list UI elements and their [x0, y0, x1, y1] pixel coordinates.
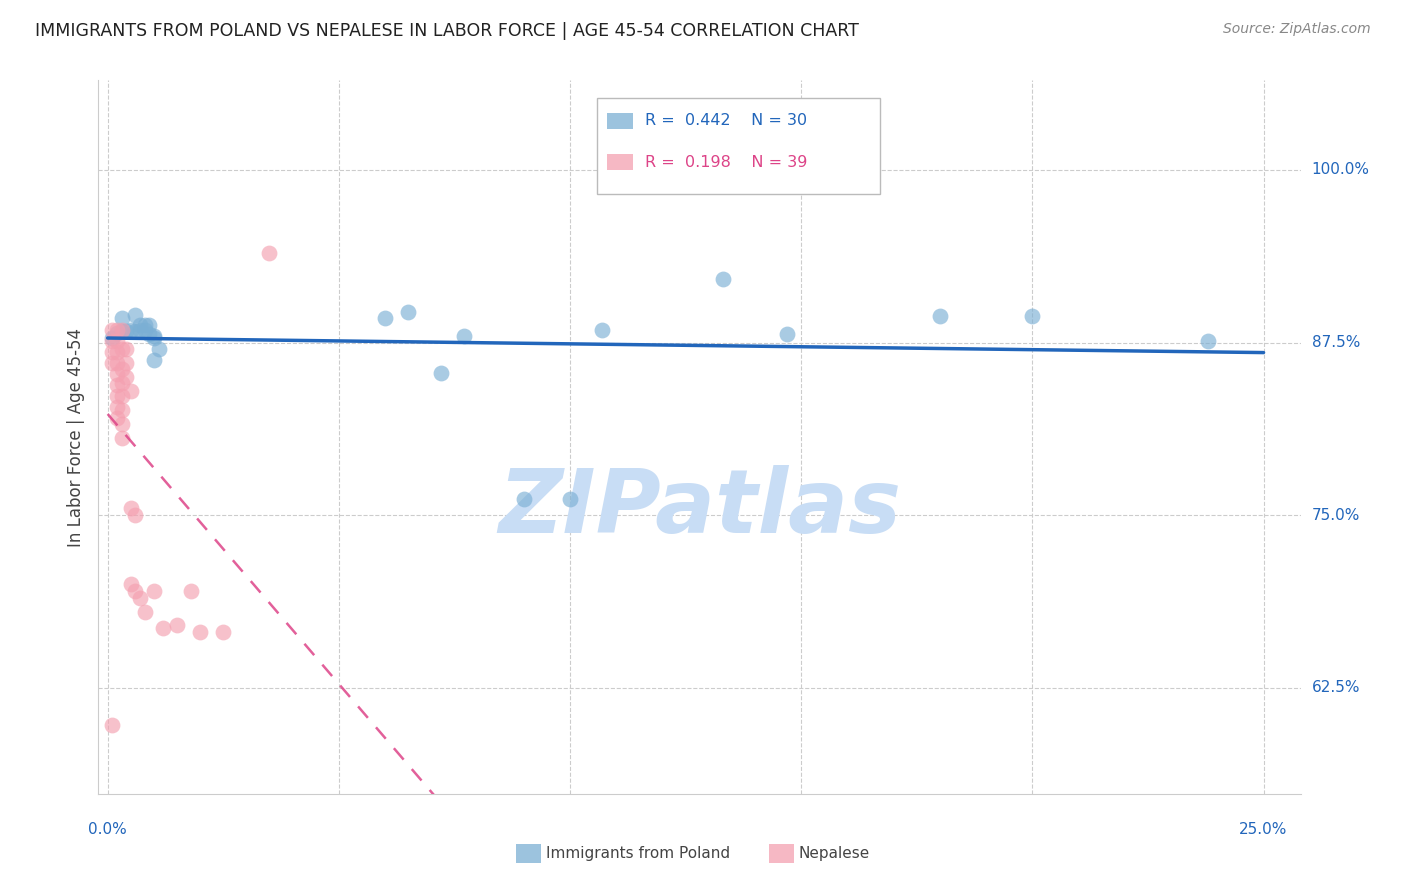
Point: [776, 327, 799, 342]
Text: 62.5%: 62.5%: [1312, 680, 1360, 695]
Point: [124, 308, 146, 322]
Point: [188, 625, 211, 640]
Point: [453, 328, 475, 343]
Text: Immigrants from Poland: Immigrants from Poland: [546, 847, 730, 861]
Point: [711, 272, 734, 286]
Point: [115, 356, 138, 370]
Point: [558, 491, 581, 506]
Text: 25.0%: 25.0%: [1239, 822, 1288, 837]
Point: [101, 345, 124, 359]
Point: [120, 577, 142, 591]
Point: [105, 411, 128, 425]
Point: [212, 625, 235, 640]
Point: [115, 343, 138, 357]
Point: [134, 318, 156, 332]
Point: [166, 618, 188, 632]
Point: [591, 323, 613, 337]
Point: [138, 327, 160, 342]
Point: [105, 323, 128, 337]
Point: [101, 356, 124, 370]
Point: [259, 245, 281, 260]
Point: [101, 331, 124, 345]
Point: [105, 378, 128, 392]
Point: [134, 323, 156, 337]
Point: [129, 323, 152, 337]
Point: [110, 325, 132, 339]
Point: [124, 325, 146, 339]
Point: [120, 323, 142, 337]
Point: [374, 310, 396, 325]
Text: 100.0%: 100.0%: [1312, 162, 1369, 178]
Text: 87.5%: 87.5%: [1312, 335, 1360, 350]
Point: [120, 501, 142, 516]
Point: [105, 368, 128, 382]
Point: [124, 508, 146, 522]
Point: [129, 591, 152, 605]
Point: [1021, 310, 1043, 324]
Point: [134, 605, 156, 619]
Point: [429, 366, 451, 380]
Point: [105, 326, 128, 340]
Point: [105, 389, 128, 403]
Point: [513, 491, 536, 506]
Text: 0.0%: 0.0%: [89, 822, 127, 837]
Point: [105, 334, 128, 348]
Point: [142, 353, 165, 368]
Point: [101, 323, 124, 337]
Point: [142, 584, 165, 599]
Point: [152, 621, 174, 635]
Point: [142, 331, 165, 345]
Point: [124, 584, 146, 599]
Point: [142, 328, 165, 343]
Point: [101, 718, 124, 732]
Point: [148, 343, 170, 357]
Point: [105, 401, 128, 415]
Text: Source: ZipAtlas.com: Source: ZipAtlas.com: [1223, 22, 1371, 37]
Point: [129, 318, 152, 332]
Point: [110, 376, 132, 390]
Point: [110, 389, 132, 403]
Point: [115, 370, 138, 384]
Point: [1197, 334, 1219, 348]
Point: [110, 403, 132, 417]
Point: [928, 310, 950, 324]
Point: [101, 334, 124, 348]
Bar: [607, 154, 633, 170]
Point: [120, 384, 142, 398]
Text: R =  0.442    N = 30: R = 0.442 N = 30: [645, 113, 807, 128]
Point: [110, 323, 132, 337]
Bar: [607, 113, 633, 128]
Point: [110, 310, 132, 325]
Point: [110, 431, 132, 445]
Text: ZIPatlas: ZIPatlas: [498, 465, 901, 552]
Point: [105, 356, 128, 370]
Text: R =  0.198    N = 39: R = 0.198 N = 39: [645, 155, 808, 169]
FancyBboxPatch shape: [598, 98, 880, 194]
Point: [110, 361, 132, 376]
Point: [115, 325, 138, 339]
Point: [138, 318, 160, 332]
Text: 75.0%: 75.0%: [1312, 508, 1360, 523]
Point: [105, 345, 128, 359]
Point: [396, 305, 419, 319]
Point: [180, 584, 202, 599]
Y-axis label: In Labor Force | Age 45-54: In Labor Force | Age 45-54: [66, 327, 84, 547]
Text: IMMIGRANTS FROM POLAND VS NEPALESE IN LABOR FORCE | AGE 45-54 CORRELATION CHART: IMMIGRANTS FROM POLAND VS NEPALESE IN LA…: [35, 22, 859, 40]
Point: [110, 417, 132, 431]
Text: Nepalese: Nepalese: [799, 847, 870, 861]
Point: [110, 343, 132, 357]
